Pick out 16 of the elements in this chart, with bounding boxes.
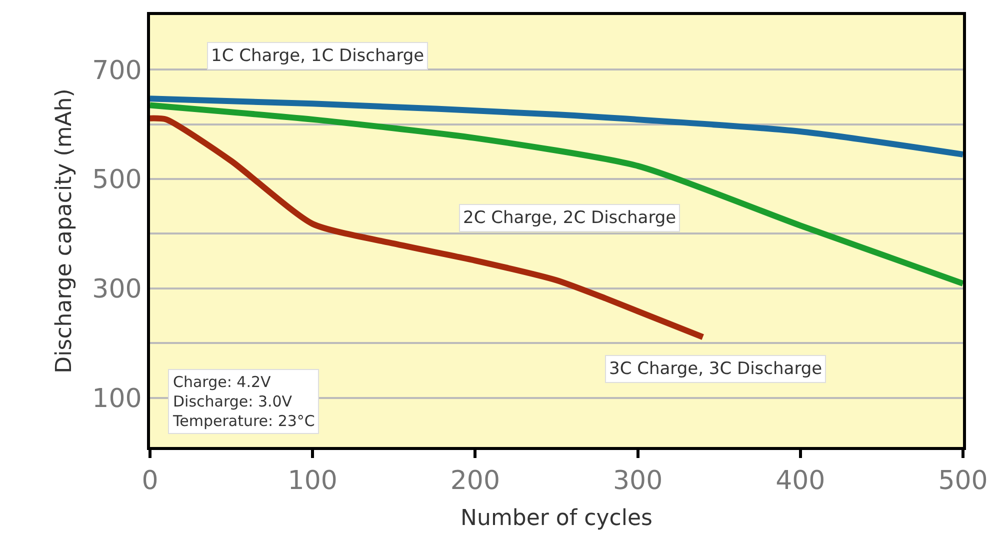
series-label: 2C Charge, 2C Discharge xyxy=(463,208,676,228)
y-tick-label: 100 xyxy=(92,384,142,414)
x-tick-label: 0 xyxy=(142,466,158,496)
y-axis-title: Discharge capacity (mAh) xyxy=(52,88,77,374)
y-tick-label: 700 xyxy=(92,56,142,86)
x-tick-label: 300 xyxy=(612,466,663,496)
x-tick-label: 200 xyxy=(450,466,500,496)
x-axis-title: Number of cycles xyxy=(460,506,652,532)
text: 3C Charge, 3C Discharge xyxy=(609,359,822,379)
annotation: Charge: 4.2V Discharge: 3.0V Temperature: 23°C xyxy=(172,373,315,430)
x-tick-label: 100 xyxy=(288,466,338,496)
x-tick-label: 500 xyxy=(938,466,988,496)
y-tick-label: 500 xyxy=(92,165,142,196)
x-tick-label: 400 xyxy=(776,466,826,496)
text: 1C Charge, 1C Discharge xyxy=(211,46,424,66)
y-tick-label: 300 xyxy=(92,274,142,305)
